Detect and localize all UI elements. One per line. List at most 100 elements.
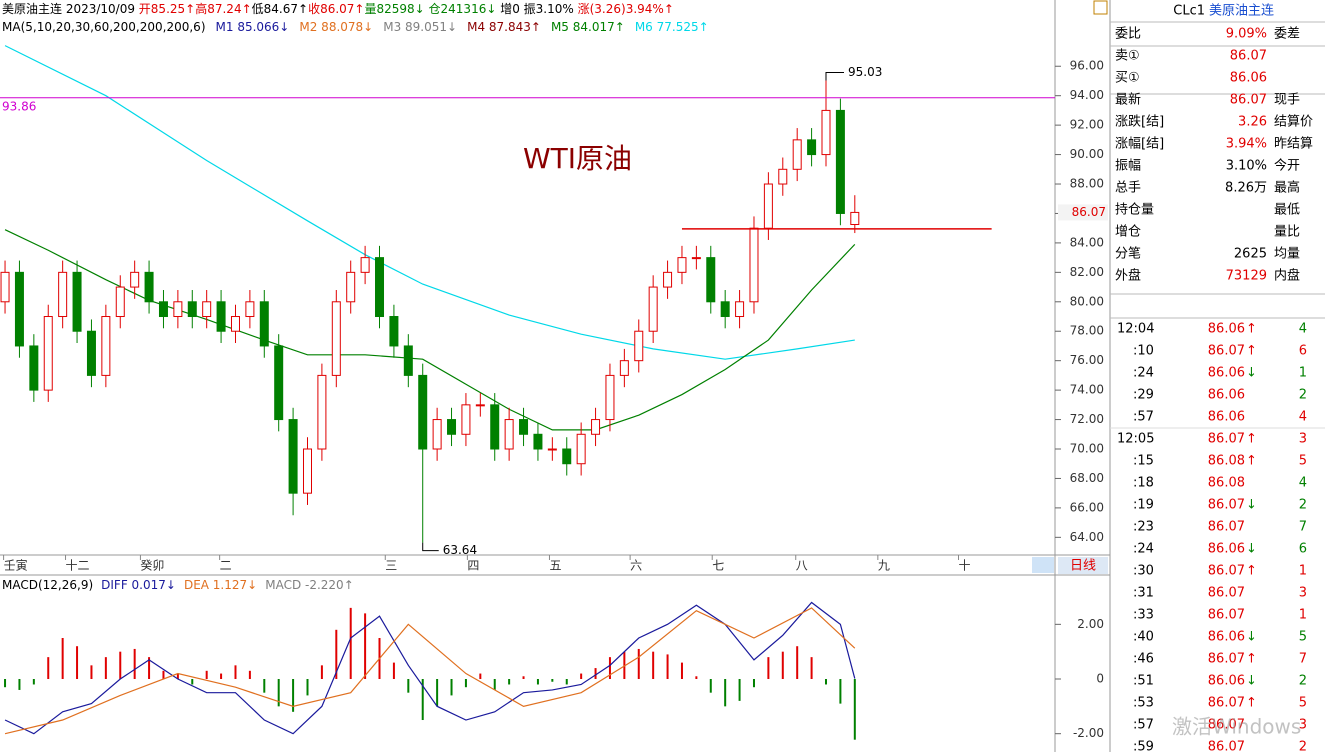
trade-price: 86.06 [1208, 630, 1245, 645]
y-tick-label: 74.00 [1070, 383, 1104, 397]
trade-price: 86.07 [1208, 498, 1245, 513]
quote-label: 涨跌[结] [1115, 114, 1164, 130]
dea-line [4, 607, 856, 735]
x-tick-label: 十二 [66, 559, 90, 573]
header-segment: 开85.25↑ [139, 2, 195, 16]
candle-body [807, 139, 817, 156]
y-tick-label: 80.00 [1070, 294, 1104, 308]
x-tick-label: 七 [712, 559, 724, 573]
quote-code: CLc1 [1173, 4, 1205, 19]
trade-volume: 5 [1299, 454, 1307, 469]
low-label: 63.64 [443, 543, 477, 557]
candle-body [576, 433, 586, 465]
y-tick-label: 2.00 [1077, 617, 1104, 631]
y-tick-label: 70.00 [1070, 442, 1104, 456]
last-price-box [1058, 204, 1108, 221]
candle-body [115, 286, 125, 318]
x-tick-label: 五 [549, 559, 561, 573]
quote-label: 昨结算 [1274, 137, 1313, 152]
macd-title: MACD(12,26,9) [2, 578, 93, 592]
trade-time: :53 [1133, 696, 1154, 711]
trade-volume: 2 [1299, 674, 1307, 689]
candle-body [749, 227, 759, 303]
quote-header: 美原油主连 2023/10/09 开85.25↑高87.24↑低84.67↑收8… [2, 1, 674, 16]
y-tick-label: -2.00 [1073, 726, 1104, 740]
x-tick-label: 六 [630, 559, 642, 573]
watermark: 激活Windows [1172, 715, 1301, 739]
period-tab[interactable]: 日线 [1070, 559, 1096, 574]
trade-price: 86.06 [1208, 366, 1245, 381]
candle-body [173, 301, 183, 318]
candle-body [562, 448, 572, 465]
quote-value: 86.06 [1230, 71, 1267, 86]
trade-price: 86.08 [1208, 454, 1245, 469]
trade-volume: 3 [1299, 432, 1307, 447]
trade-time: :30 [1133, 564, 1154, 579]
candle-body [533, 433, 543, 450]
level-label: 93.86 [2, 99, 36, 113]
candle-body [835, 109, 845, 214]
candle-body [821, 109, 831, 156]
y-tick-label: 84.00 [1070, 235, 1104, 249]
y-tick-label: 92.00 [1070, 118, 1104, 132]
header-segment: 美原油主连 2023/10/09 [2, 1, 139, 16]
header-segment: 低84.67↑ [252, 2, 308, 16]
quote-label: 最高 [1274, 180, 1300, 196]
scroll-thumb[interactable] [1032, 557, 1054, 573]
quote-label: 分笔 [1115, 246, 1141, 262]
y-tick-label: 76.00 [1070, 353, 1104, 367]
quote-label: 买① [1115, 71, 1140, 86]
candle-body [29, 345, 39, 391]
trade-price: 86.08 [1208, 476, 1245, 491]
trade-price: 86.07 [1208, 718, 1245, 733]
candle-body [850, 211, 860, 226]
period-tab-bg[interactable] [1058, 557, 1108, 574]
trade-time: :57 [1133, 410, 1154, 425]
trade-time: :33 [1133, 608, 1154, 623]
candle-body [43, 316, 53, 391]
candle-body [547, 448, 557, 451]
y-tick-label: 96.00 [1070, 59, 1104, 73]
quote-value: 3.94% [1226, 137, 1267, 152]
candle-body [187, 301, 197, 318]
quote-label: 涨幅[结] [1115, 137, 1164, 152]
trade-price: 86.07 [1208, 344, 1245, 359]
trade-time: 12:04 [1117, 322, 1154, 337]
trade-volume: 4 [1299, 410, 1307, 425]
x-tick-label: 壬寅 [4, 558, 28, 573]
candle-body [403, 345, 413, 376]
candle-body [346, 271, 356, 303]
x-tick-label: 四 [467, 559, 479, 573]
ma-label: MA(5,10,20,30,60,200,200,200,6) [2, 20, 206, 34]
candle-body [0, 271, 10, 303]
candle-body [86, 330, 96, 376]
candle-body [72, 271, 82, 332]
y-tick-label: 78.00 [1070, 324, 1104, 338]
candle-body [475, 404, 485, 407]
trade-arrow: ↑ [1246, 454, 1257, 469]
y-tick-label: 88.00 [1070, 177, 1104, 191]
trade-price: 86.06 [1208, 674, 1245, 689]
trade-volume: 1 [1299, 608, 1307, 623]
trade-volume: 2 [1299, 740, 1307, 752]
trade-arrow: ↑ [1246, 322, 1257, 337]
quote-label: 均量 [1274, 247, 1300, 262]
quote-value: 8.26万 [1225, 181, 1267, 196]
trade-time: :46 [1133, 652, 1154, 667]
icon[interactable] [1093, 0, 1108, 15]
trade-time: :10 [1133, 344, 1154, 359]
quote-label: 量比 [1274, 225, 1300, 240]
leader [422, 542, 439, 552]
trade-arrow: ↓ [1246, 542, 1257, 557]
trade-price: 86.07 [1208, 652, 1245, 667]
quote-label: 最低 [1274, 203, 1300, 218]
trade-arrow: ↑ [1246, 696, 1257, 711]
candle-body [778, 168, 788, 185]
trade-time: :23 [1133, 520, 1154, 535]
trade-volume: 2 [1299, 388, 1307, 403]
trade-time: :31 [1133, 586, 1154, 601]
ma-header: MA(5,10,20,30,60,200,200,200,6) M1 85.066… [2, 20, 709, 34]
trade-arrow: ↑ [1246, 652, 1257, 667]
candle-body [706, 257, 716, 303]
